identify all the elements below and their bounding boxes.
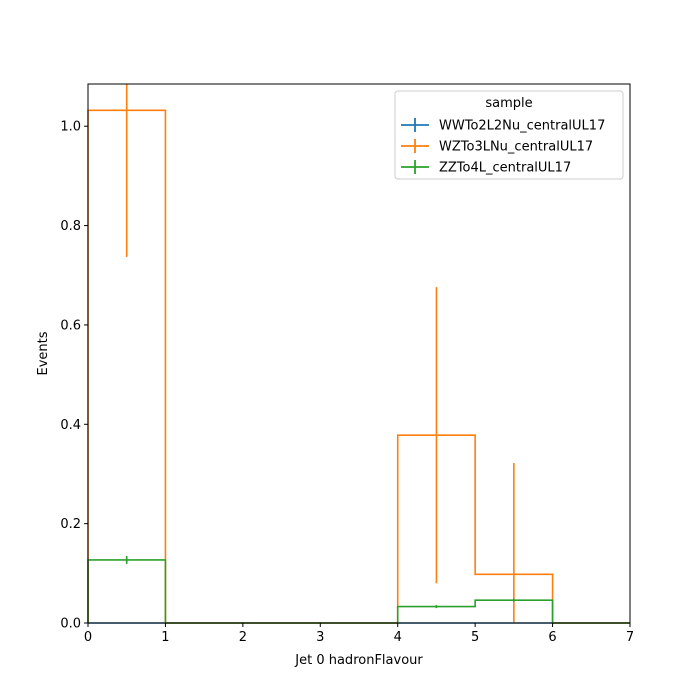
legend-title: sample (485, 96, 532, 111)
x-tick-label: 3 (316, 630, 324, 645)
y-tick-label: 0.0 (60, 617, 81, 632)
x-axis-ticks: 0 1 2 3 4 5 6 7 (84, 623, 634, 645)
x-tick-label: 1 (161, 630, 169, 645)
plot-frame (87, 83, 631, 624)
x-axis-label: Jet 0 hadronFlavour (294, 653, 423, 668)
y-tick-label: 0.8 (60, 219, 81, 234)
y-tick-label: 0.2 (60, 517, 81, 532)
x-tick-label: 6 (548, 630, 556, 645)
y-axis-ticks: 0.0 0.2 0.4 0.6 0.8 1.0 (60, 120, 88, 632)
legend-entry-label: ZZTo4L_centralUL17 (439, 161, 571, 176)
legend-entry-label: WWTo2L2Nu_centralUL17 (439, 119, 605, 134)
y-tick-label: 0.4 (60, 418, 81, 433)
legend-box (394, 90, 624, 180)
x-tick-label: 4 (394, 630, 402, 645)
y-tick-label: 1.0 (60, 120, 81, 135)
y-tick-label: 0.6 (60, 318, 81, 333)
x-tick-label: 0 (84, 630, 92, 645)
histogram-step-line (87, 559, 630, 624)
histogram-step-line (87, 109, 630, 624)
legend-entry-label: WZTo3LNu_centralUL17 (439, 140, 593, 155)
x-tick-label: 2 (239, 630, 247, 645)
series-ZZTo4L_centralUL17 (87, 555, 630, 624)
legend: sample WWTo2L2Nu_centralUL17 WZTo3LNu_cent… (394, 90, 624, 180)
x-tick-label: 7 (626, 630, 634, 645)
y-axis-label: Events (36, 331, 51, 375)
x-tick-label: 5 (471, 630, 479, 645)
